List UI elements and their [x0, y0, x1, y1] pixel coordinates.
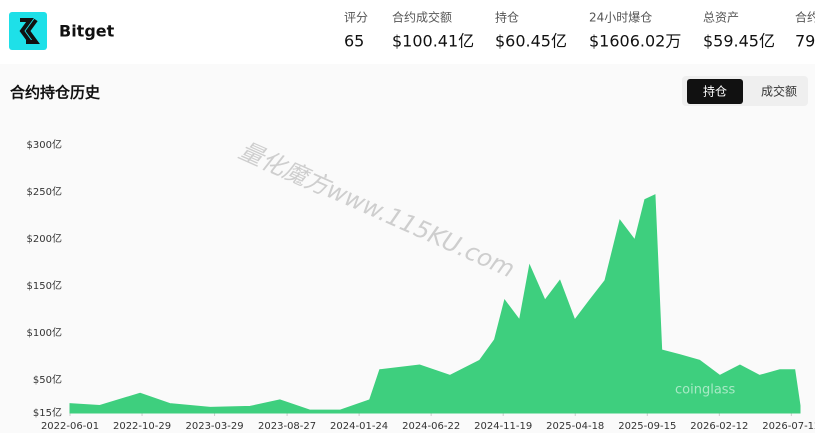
- y-tick-label: $150亿: [27, 279, 62, 292]
- x-tick-label: 2024-06-22: [402, 421, 460, 432]
- stat-value: $100.41亿: [392, 32, 474, 51]
- stat-value: 65: [344, 32, 364, 51]
- stat-value: $60.45亿: [495, 32, 567, 51]
- tab[interactable]: 持仓: [703, 84, 727, 99]
- stat-value: 79: [795, 32, 815, 51]
- x-tick-label: 2023-08-27: [258, 421, 316, 432]
- y-tick-label: $50亿: [33, 373, 62, 386]
- stat-label: 24小时爆仓: [589, 11, 652, 25]
- x-tick-label: 2022-06-01: [41, 421, 99, 432]
- watermark: 量化魔方www.115KU.com: [235, 136, 519, 283]
- logo-watermark: coinglass: [675, 383, 736, 398]
- brand-logo: [9, 12, 47, 50]
- area: [69, 194, 801, 414]
- stat-label: 合约: [795, 10, 815, 25]
- x-tick-label: 2022-10-29: [113, 421, 171, 432]
- stat-label: 总资产: [703, 11, 739, 25]
- stat-label: 合约成交额: [392, 10, 452, 25]
- x-tick-label: 2024-11-19: [474, 421, 532, 432]
- x-tick-label: 2023-03-29: [185, 421, 243, 432]
- x-tick-label: 2026-02-12: [690, 421, 748, 432]
- x-tick-label: 2025-04-18: [546, 421, 604, 432]
- stat-value: $59.45亿: [703, 32, 775, 51]
- brand-name: Bitget: [59, 22, 115, 41]
- y-tick-label: $200亿: [27, 232, 62, 245]
- stat-label: 评分: [344, 11, 368, 25]
- x-tick-label: 2025-09-15: [618, 421, 676, 432]
- x-tick-label: 2024-01-24: [330, 421, 388, 432]
- y-tick-label: $15亿: [33, 406, 62, 419]
- header-bg: [0, 0, 815, 64]
- tab[interactable]: 成交额: [761, 84, 797, 99]
- stat-label: 持仓: [495, 10, 519, 25]
- tab-active-bg: [687, 79, 743, 104]
- stat-value: $1606.02万: [589, 32, 681, 51]
- y-tick-label: $300亿: [27, 138, 62, 151]
- section-title: 合约持仓历史: [9, 84, 101, 102]
- y-tick-label: $250亿: [27, 185, 62, 198]
- y-tick-label: $100亿: [27, 326, 62, 339]
- x-tick-label: 2026-07-12: [762, 421, 815, 432]
